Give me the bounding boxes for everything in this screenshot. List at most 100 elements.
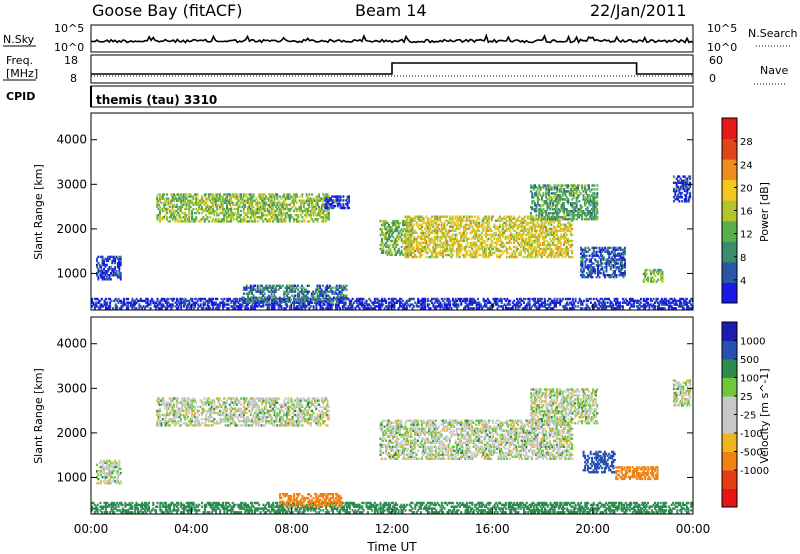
- echo-cell: [216, 214, 219, 217]
- echo-cell: [514, 253, 517, 257]
- echo-cell: [401, 307, 404, 310]
- echo-cell: [104, 278, 107, 281]
- echo-cell: [601, 250, 604, 254]
- echo-cell: [417, 225, 419, 229]
- echo-cell: [290, 201, 293, 205]
- echo-cell: [262, 203, 265, 207]
- echo-cell: [530, 219, 533, 223]
- echo-cell: [683, 189, 686, 193]
- echo-cell: [471, 231, 474, 235]
- echo-cell: [571, 212, 574, 215]
- echo-cell: [517, 225, 519, 229]
- echo-cell: [505, 251, 508, 255]
- echo-cell: [577, 196, 579, 199]
- echo-cell: [660, 272, 662, 276]
- echo-cell: [469, 215, 472, 218]
- echo-cell: [496, 255, 499, 259]
- echo-cell: [200, 195, 203, 198]
- echo-cell: [244, 195, 247, 198]
- echo-cell: [291, 201, 294, 205]
- echo-cell: [472, 235, 475, 239]
- echo-cell: [104, 301, 107, 304]
- echo-cell: [280, 211, 283, 215]
- echo-cell: [536, 299, 539, 303]
- echo-cell: [578, 212, 581, 215]
- echo-cell: [683, 187, 686, 191]
- echo-cell: [215, 301, 217, 304]
- echo-cell: [430, 229, 433, 233]
- echo-cell: [325, 203, 328, 206]
- echo-cell: [345, 203, 348, 206]
- echo-cell: [399, 253, 402, 257]
- echo-cell: [159, 303, 162, 306]
- freq-unit-label: [MHz]: [6, 67, 38, 80]
- echo-cell: [554, 237, 557, 241]
- echo-cell: [561, 235, 564, 239]
- echo-cell: [216, 220, 219, 223]
- echo-cell: [171, 299, 174, 303]
- echo-cell: [382, 241, 385, 245]
- echo-cell: [554, 198, 557, 201]
- echo-cell: [269, 211, 272, 215]
- echo-cell: [119, 255, 122, 259]
- echo-cell: [547, 229, 550, 233]
- echo-cell: [608, 275, 611, 279]
- echo-cell: [451, 297, 454, 301]
- echo-cell: [555, 233, 558, 237]
- echo-cell: [603, 303, 606, 306]
- echo-cell: [116, 299, 119, 303]
- echo-cell: [502, 305, 505, 308]
- echo-cell: [338, 201, 341, 204]
- echo-cell: [237, 199, 240, 202]
- echo-cell: [570, 303, 573, 306]
- echo-cell: [487, 247, 490, 251]
- echo-cell: [393, 219, 396, 223]
- echo-cell: [219, 205, 221, 209]
- echo-cell: [362, 307, 365, 310]
- echo-cell: [482, 217, 485, 220]
- echo-cell: [462, 233, 465, 237]
- echo-cell: [527, 303, 530, 306]
- echo-cell: [199, 299, 202, 303]
- echo-cell: [546, 202, 549, 205]
- echo-cell: [217, 199, 220, 202]
- echo-cell: [259, 305, 262, 308]
- echo-cell: [450, 229, 453, 233]
- echo-cell: [181, 220, 184, 223]
- echo-cell: [242, 195, 245, 198]
- echo-cell: [633, 299, 636, 303]
- echo-cell: [499, 305, 502, 308]
- echo-cell: [631, 297, 634, 301]
- echo-cell: [291, 216, 294, 219]
- echo-cell: [557, 241, 560, 245]
- echo-cell: [157, 218, 160, 221]
- echo-cell: [351, 307, 354, 310]
- echo-cell: [569, 227, 572, 231]
- echo-cell: [560, 237, 563, 241]
- echo-cell: [543, 297, 546, 301]
- echo-cell: [475, 219, 478, 223]
- echo-cell: [568, 225, 571, 229]
- echo-cell: [385, 241, 388, 245]
- echo-cell: [207, 195, 210, 198]
- echo-cell: [270, 303, 273, 306]
- echo-cell: [507, 303, 510, 306]
- echo-cell: [446, 297, 449, 301]
- echo-cell: [540, 233, 543, 237]
- echo-cell: [280, 301, 283, 304]
- echo-cell: [404, 233, 407, 237]
- echo-cell: [572, 214, 575, 217]
- echo-cell: [226, 197, 228, 200]
- echo-cell: [405, 249, 408, 253]
- echo-cell: [326, 305, 329, 308]
- echo-cell: [539, 231, 542, 235]
- echo-cell: [422, 299, 425, 303]
- echo-cell: [123, 303, 126, 306]
- echo-cell: [380, 241, 383, 245]
- echo-cell: [173, 214, 175, 217]
- echo-cell: [570, 301, 573, 304]
- echo-cell: [539, 186, 542, 189]
- echo-cell: [558, 253, 561, 257]
- echo-cell: [507, 251, 510, 255]
- echo-cell: [351, 305, 354, 308]
